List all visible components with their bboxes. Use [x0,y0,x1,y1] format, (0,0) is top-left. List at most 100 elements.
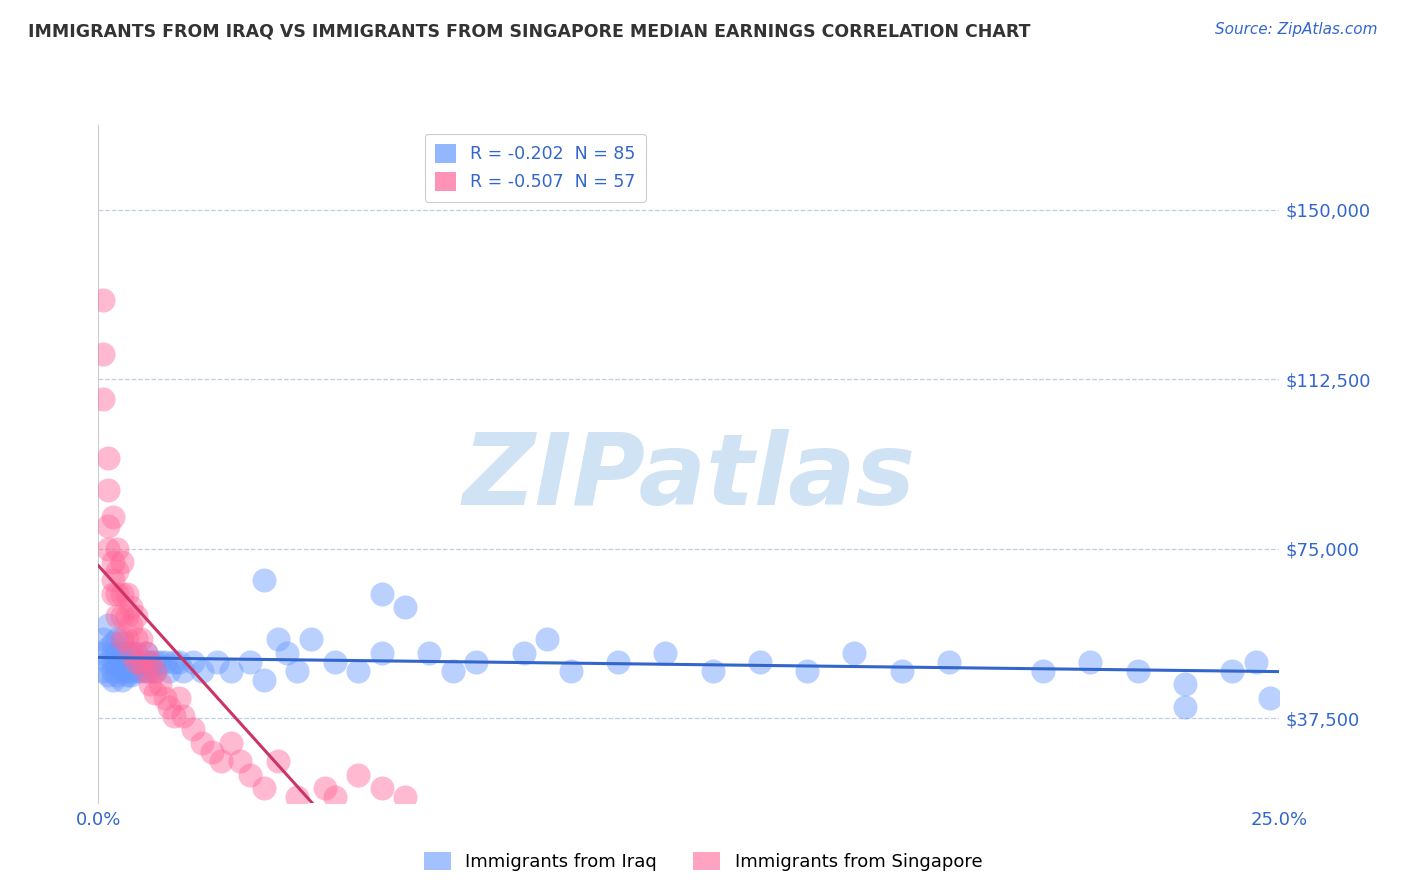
Point [105,609,128,624]
Point [167,655,190,669]
Point [1220,664,1243,678]
Point [347,767,370,781]
Point [191,664,214,678]
Point [91,347,114,361]
Point [121,600,143,615]
Point [115,587,138,601]
Point [157,699,180,714]
Point [167,690,190,705]
Point [115,668,138,682]
Point [276,646,298,660]
Point [129,655,152,669]
Point [121,618,143,632]
Point [97,451,120,466]
Point [253,573,276,587]
Text: ZIPatlas: ZIPatlas [463,429,915,526]
Point [101,655,124,669]
Point [91,664,114,678]
Point [844,646,866,660]
Point [135,646,157,660]
Point [97,541,120,556]
Point [139,677,162,691]
Point [111,632,134,646]
Point [101,646,124,660]
Point [1174,699,1197,714]
Legend: R = -0.202  N = 85, R = -0.507  N = 57: R = -0.202 N = 85, R = -0.507 N = 57 [425,134,645,202]
Point [219,664,242,678]
Point [91,392,114,407]
Point [125,646,148,660]
Point [101,636,124,650]
Point [560,664,582,678]
Point [105,668,128,682]
Point [163,708,186,723]
Point [253,781,276,796]
Point [101,673,124,687]
Point [101,555,124,569]
Point [347,664,370,678]
Point [135,646,157,660]
Point [205,655,228,669]
Point [239,767,262,781]
Legend: Immigrants from Iraq, Immigrants from Singapore: Immigrants from Iraq, Immigrants from Si… [416,845,990,879]
Point [139,664,162,678]
Point [139,655,162,669]
Point [111,655,134,669]
Point [97,668,120,682]
Point [101,510,124,524]
Point [172,664,194,678]
Point [371,781,394,796]
Point [125,655,148,669]
Point [219,736,242,750]
Point [314,781,336,796]
Point [97,618,120,632]
Point [285,664,308,678]
Point [97,655,120,669]
Point [149,677,172,691]
Point [91,632,114,646]
Point [371,587,394,601]
Point [121,655,143,669]
Point [153,655,176,669]
Point [890,664,912,678]
Point [135,655,157,669]
Point [111,673,134,687]
Point [157,664,180,678]
Point [111,636,134,650]
Point [654,646,676,660]
Point [143,664,166,678]
Point [111,587,134,601]
Point [172,708,194,723]
Point [105,659,128,673]
Point [181,723,204,737]
Point [1174,677,1197,691]
Point [181,655,204,669]
Point [512,646,534,660]
Point [129,664,152,678]
Point [125,664,148,678]
Point [748,655,770,669]
Point [115,664,138,678]
Point [97,519,120,533]
Point [191,736,214,750]
Point [253,673,276,687]
Point [115,632,138,646]
Point [101,664,124,678]
Point [1032,664,1054,678]
Point [299,632,322,646]
Point [135,664,157,678]
Point [139,655,162,669]
Point [938,655,960,669]
Point [91,293,114,307]
Point [115,609,138,624]
Point [105,541,128,556]
Point [105,632,128,646]
Point [267,632,290,646]
Point [394,600,416,615]
Point [1258,690,1281,705]
Point [97,483,120,497]
Point [229,754,252,768]
Point [1244,655,1267,669]
Point [125,632,148,646]
Point [111,664,134,678]
